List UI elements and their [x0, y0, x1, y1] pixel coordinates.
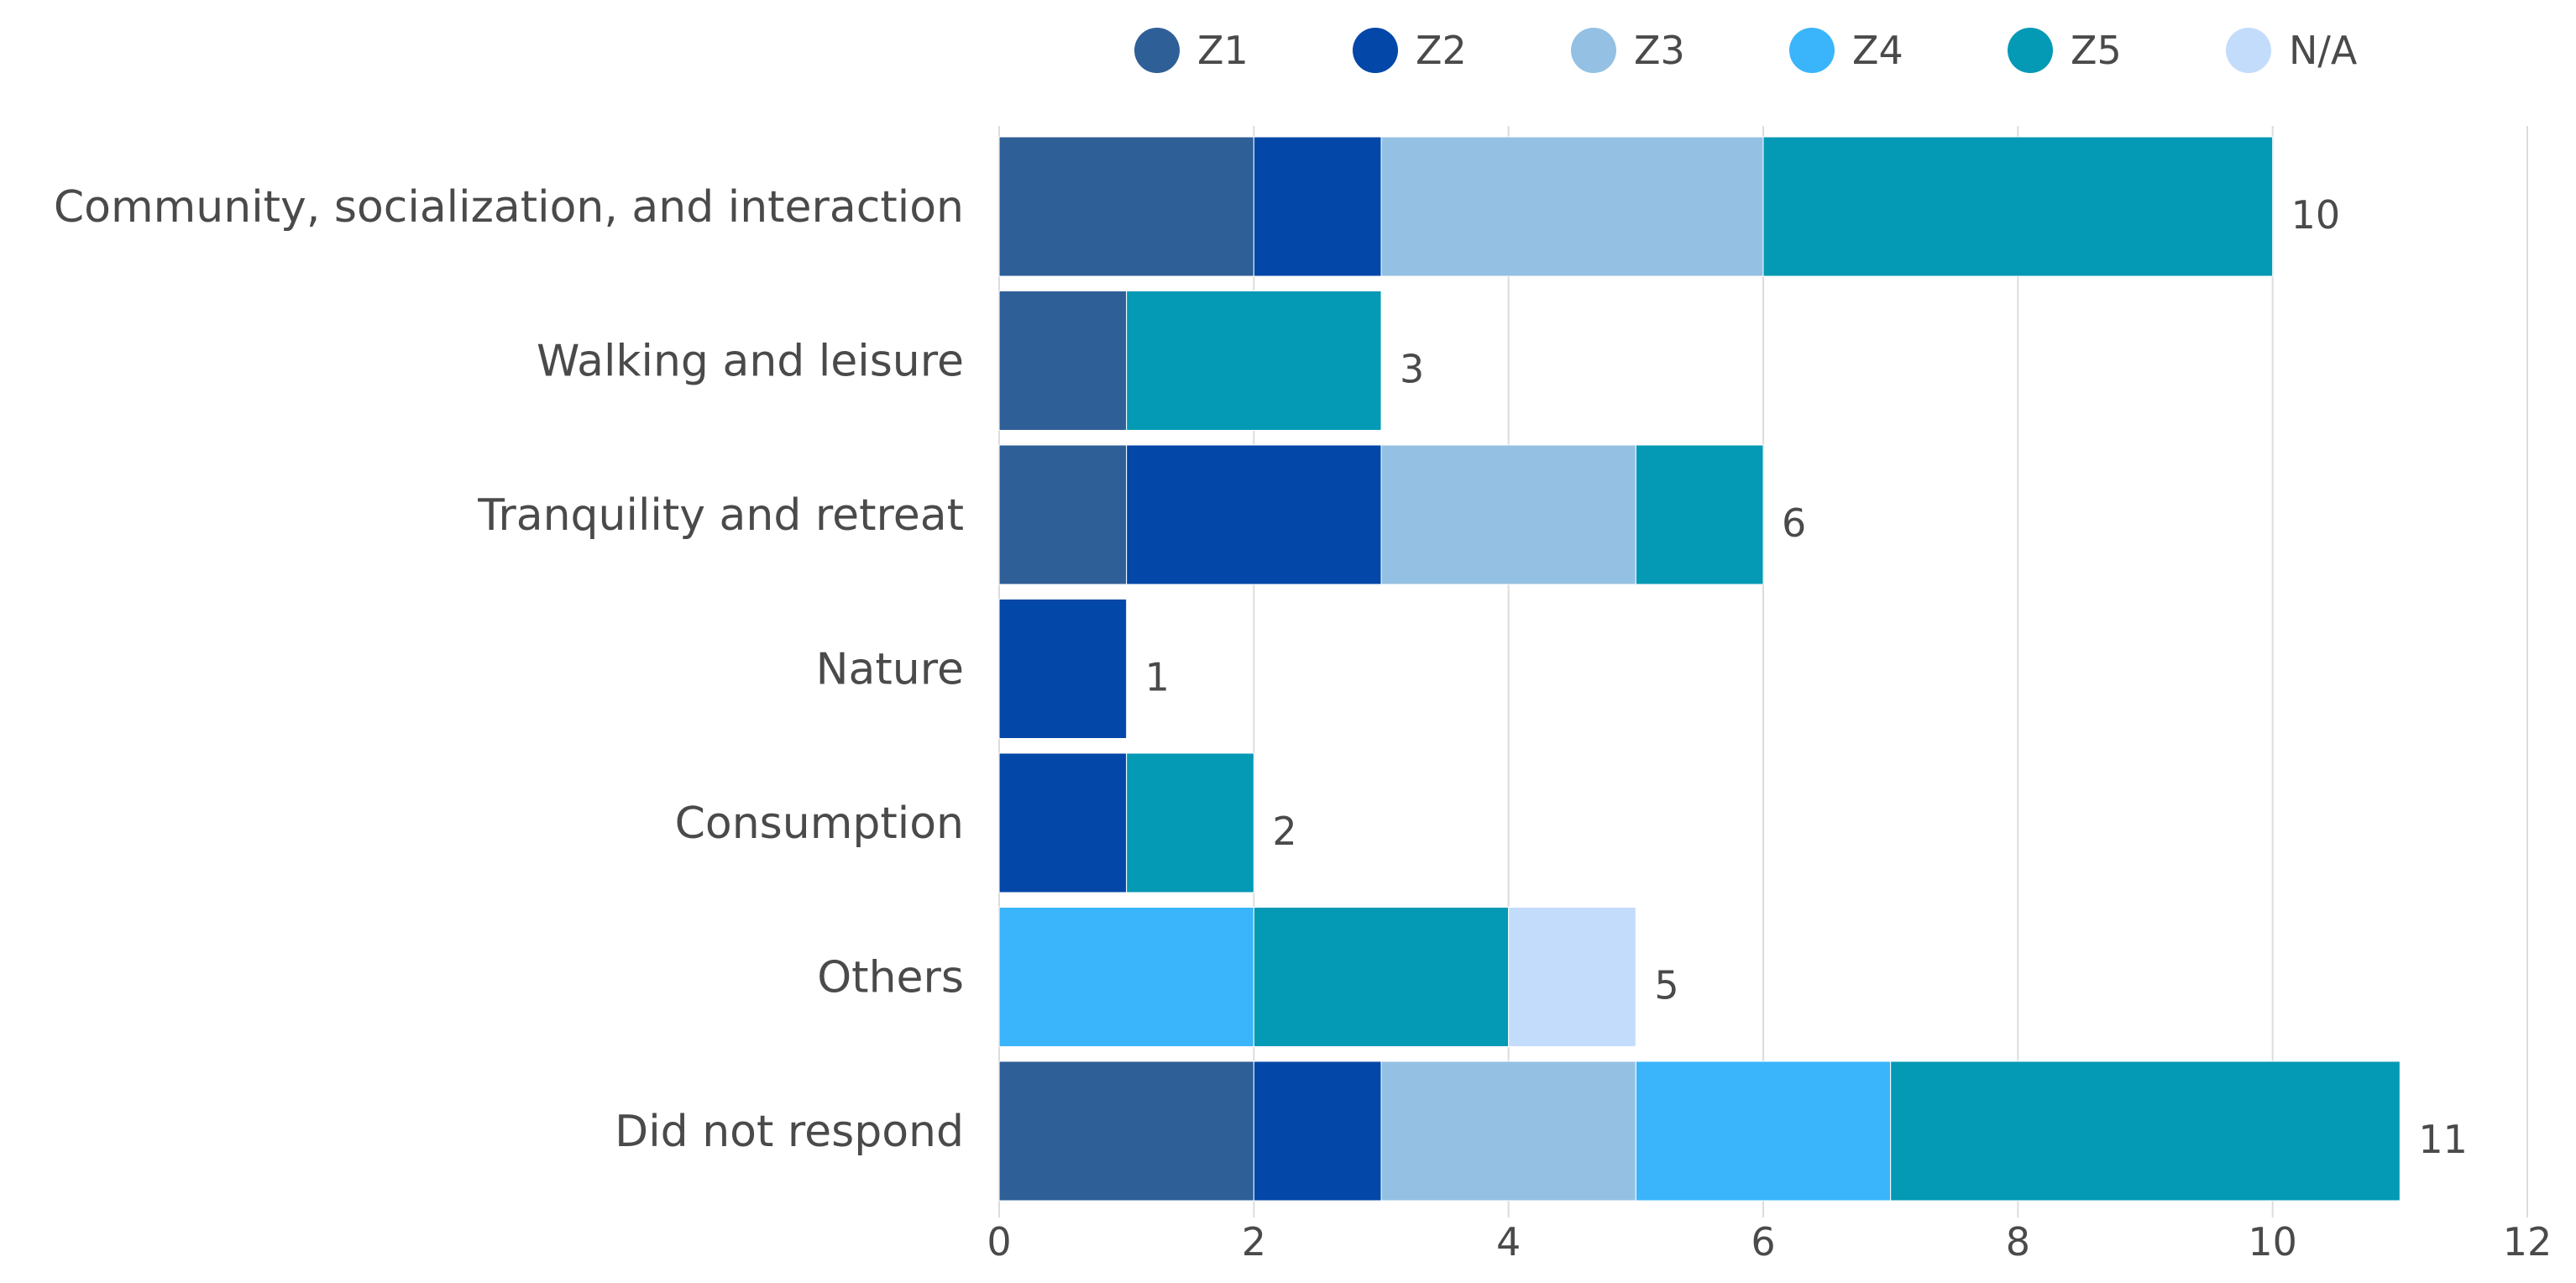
category-label-6: Others	[817, 953, 964, 1003]
legend-label-na: N/A	[2289, 28, 2358, 73]
legend-label-z2: Z2	[1416, 28, 1467, 73]
bar-total-labels: 10 3 6 1 2 5 11	[1145, 192, 2468, 1162]
legend-label-z3: Z3	[1634, 28, 1685, 73]
bar-3-z2	[1126, 444, 1382, 585]
bar-5-z2	[998, 752, 1128, 893]
legend-swatch-na	[2226, 28, 2271, 73]
bar-3-z1	[998, 444, 1128, 585]
x-tick-label-12: 12	[2503, 1219, 2552, 1265]
bar-total-label-1: 10	[2291, 192, 2341, 238]
category-label-1: Community, socialization, and interactio…	[54, 182, 964, 233]
bar-6-na	[1508, 907, 1636, 1047]
legend-swatch-z4	[1789, 28, 1835, 73]
bar-3-z5	[1635, 444, 1764, 585]
legend-label-z1: Z1	[1197, 28, 1249, 73]
x-tick-label-2: 2	[1242, 1219, 1266, 1265]
bar-7-z3	[1380, 1060, 1636, 1202]
bar-1-z5	[1762, 136, 2274, 277]
bar-total-label-5: 2	[1272, 809, 1296, 854]
bar-7-z5	[1890, 1060, 2401, 1202]
legend-swatch-z1	[1134, 28, 1180, 73]
bar-1-z3	[1380, 136, 1764, 277]
bar-total-label-4: 1	[1145, 655, 1170, 700]
bar-1-z1	[998, 136, 1254, 277]
x-tick-label-10: 10	[2248, 1219, 2297, 1265]
category-labels: Community, socialization, and interactio…	[54, 182, 964, 1157]
x-tick-label-0: 0	[987, 1219, 1011, 1265]
bar-1-z2	[1253, 136, 1382, 277]
bar-total-label-7: 11	[2418, 1117, 2468, 1162]
legend-label-z4: Z4	[1852, 28, 1903, 73]
bar-2-z1	[998, 291, 1128, 431]
bar-7-z4	[1635, 1060, 1892, 1202]
category-label-2: Walking and leisure	[537, 337, 964, 387]
bar-total-label-2: 3	[1400, 347, 1424, 392]
bar-6-z4	[998, 907, 1254, 1047]
bar-5-z5	[1126, 752, 1254, 893]
legend-label-z5: Z5	[2071, 28, 2122, 73]
category-label-5: Consumption	[675, 799, 964, 849]
legend-swatch-z3	[1571, 28, 1616, 73]
x-tick-label-8: 8	[2006, 1219, 2030, 1265]
gridlines	[998, 126, 2528, 1218]
legend-swatch-z2	[1353, 28, 1398, 73]
x-tick-label-6: 6	[1751, 1219, 1775, 1265]
bar-6-z5	[1253, 907, 1510, 1047]
bar-2-z5	[1126, 291, 1382, 431]
legend-swatch-z5	[2008, 28, 2053, 73]
x-axis-tick-labels: 0 2 4 6 8 10 12	[987, 1219, 2552, 1265]
bar-7-z2	[1253, 1060, 1382, 1202]
bar-3-z3	[1380, 444, 1636, 585]
bar-7-z1	[998, 1060, 1254, 1202]
x-tick-label-4: 4	[1496, 1219, 1521, 1265]
bar-4-z2	[998, 599, 1128, 739]
category-label-7: Did not respond	[615, 1107, 964, 1157]
legend: Z1 Z2 Z3 Z4 Z5 N/A	[1134, 28, 2358, 73]
category-label-4: Nature	[816, 645, 964, 695]
category-label-3: Tranquility and retreat	[477, 490, 964, 541]
bars	[998, 136, 2401, 1202]
bar-total-label-3: 6	[1782, 500, 1806, 546]
bar-total-label-6: 5	[1654, 963, 1678, 1008]
